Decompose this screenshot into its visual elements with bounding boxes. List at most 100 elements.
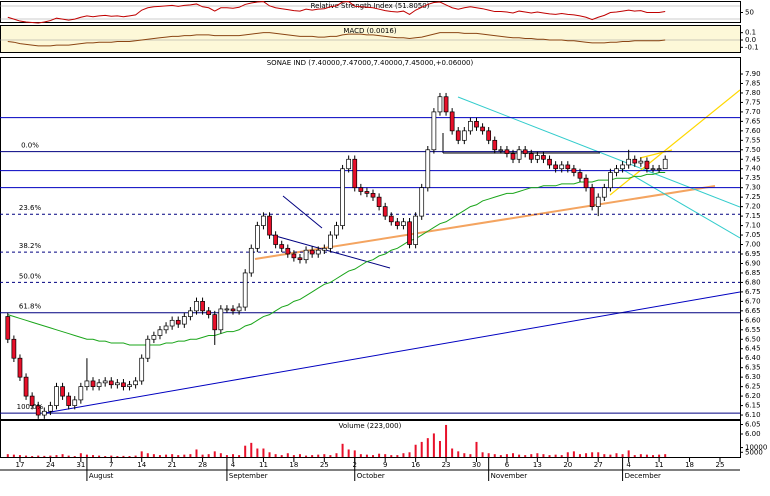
y-tick-label: 6.80 [745, 278, 761, 286]
candle-body [474, 121, 479, 128]
y-tick-label: 7.90 [745, 70, 761, 78]
candle-body [401, 221, 406, 226]
volume-bar [329, 455, 332, 457]
candle-body [650, 168, 656, 171]
candle-body [54, 386, 59, 406]
volume-bar [244, 445, 247, 457]
volume-bar [402, 453, 405, 457]
candle-body [145, 338, 151, 359]
macd-panel [0, 25, 741, 53]
candle-body [127, 384, 132, 387]
volume-bar [18, 455, 21, 457]
trend-line [619, 167, 740, 239]
candle-body [382, 206, 388, 217]
y-tick-label: 7.45 [745, 155, 761, 163]
volume-bar [73, 456, 76, 457]
y-tick-label: 7.15 [745, 212, 761, 220]
candle-body [200, 301, 205, 312]
volume-bar [55, 455, 58, 457]
y-tick-label: 7.00 [745, 241, 761, 249]
candle-body [547, 158, 552, 166]
volume-bar [639, 454, 642, 457]
candle-body [297, 257, 303, 261]
volume-bar [530, 454, 533, 457]
fibonacci-label: 50.0% [19, 272, 42, 280]
candle-body [535, 155, 540, 160]
y-tick-label: 6.25 [745, 383, 761, 391]
volume-bar [566, 452, 569, 457]
volume-bar [560, 455, 563, 457]
volume-bar [353, 450, 356, 457]
volume-bar [615, 453, 618, 457]
candle-body [66, 395, 72, 406]
candle-body [498, 149, 504, 152]
candle-body [346, 158, 352, 170]
volume-bar [165, 454, 168, 457]
candle-body [437, 96, 443, 113]
y-tick-label: 6.45 [745, 345, 761, 353]
volume-bar [493, 454, 496, 457]
volume-bar [572, 451, 575, 457]
candle-body [35, 405, 41, 416]
volume-bar [341, 443, 344, 457]
volume-bar [359, 454, 362, 457]
volume-bar [280, 455, 283, 457]
volume-bar [171, 454, 174, 457]
candle-body [78, 386, 84, 401]
candle-body [255, 225, 260, 249]
volume-bar [518, 454, 521, 457]
x-tick-label: 31 [76, 461, 85, 469]
volume-bar [420, 441, 423, 457]
candle-body [395, 221, 400, 226]
candle-body [206, 310, 212, 315]
candle-body [224, 308, 230, 311]
volume-bar [487, 453, 490, 457]
volume-bar [457, 451, 460, 457]
volume-title: Volume (223,000) [339, 422, 402, 430]
volume-bar [597, 452, 600, 457]
volume-bar [104, 456, 107, 457]
volume-bar [79, 453, 82, 457]
candle-body [614, 168, 619, 173]
volume-bar [207, 454, 210, 457]
y-tick-label: 7.55 [745, 136, 761, 144]
volume-bar [414, 444, 417, 457]
candle-body [352, 158, 358, 189]
volume-bar [201, 454, 204, 457]
trend-line [44, 291, 740, 414]
volume-bar [347, 449, 350, 457]
candle-body [139, 357, 145, 382]
y-tick-label: 6.35 [745, 364, 761, 372]
candle-body [334, 225, 339, 236]
volume-bar [92, 455, 95, 457]
volume-bar [25, 455, 28, 457]
candle-body [48, 405, 53, 412]
candle-body [121, 382, 126, 387]
candle-body [181, 316, 187, 325]
candle-body [273, 234, 278, 245]
x-tick-label: 9 [383, 461, 387, 469]
volume-bar [463, 453, 466, 457]
candle-body [188, 310, 193, 317]
candle-body [236, 306, 242, 312]
candle-body [309, 249, 315, 255]
candle-body [589, 187, 595, 207]
macd-title: MACD (0.0016) [343, 27, 396, 35]
y-tick-label: 6.70 [745, 297, 761, 305]
volume-bar [323, 454, 326, 457]
volume-bar [140, 451, 143, 457]
candle-body [41, 410, 47, 416]
fibonacci-label: 61.8% [19, 303, 42, 311]
candle-body [133, 380, 138, 386]
candle-body [644, 160, 650, 170]
x-tick-label: 30 [472, 461, 481, 469]
candle-body [601, 187, 607, 198]
rsi-tick-label: 50 [745, 9, 754, 17]
candle-body [577, 172, 583, 179]
candle-body [449, 111, 455, 132]
fibonacci-label: 100.0% [17, 403, 44, 411]
volume-bar [98, 455, 101, 457]
volume-bar [116, 456, 119, 457]
y-tick-label: 6.65 [745, 307, 761, 315]
volume-panel [0, 420, 741, 458]
